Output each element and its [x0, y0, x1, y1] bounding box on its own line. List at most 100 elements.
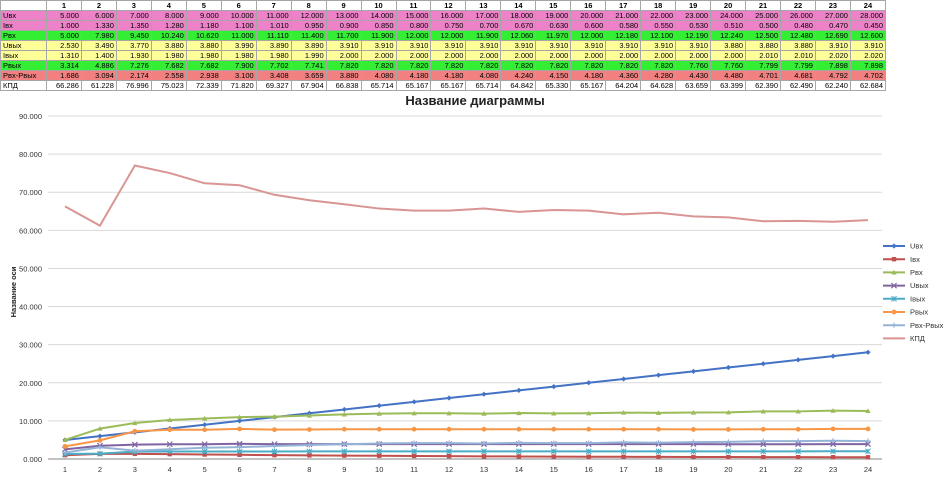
series-0-point	[97, 433, 103, 439]
table-cell: 12.000	[570, 30, 607, 41]
row-label: Pвых	[0, 60, 47, 71]
table-cell: 0.580	[605, 20, 642, 31]
series-6-point	[167, 446, 173, 452]
series-1-point	[342, 453, 347, 458]
table-cell: 21.000	[605, 10, 642, 21]
x-tick-label: 19	[689, 465, 697, 474]
table-cell: 7.820	[535, 60, 572, 71]
table-cell: 0.510	[710, 20, 747, 31]
table-cell: 1.686	[46, 70, 82, 81]
series-4-point	[830, 448, 837, 455]
y-tick-label: 20.000	[19, 379, 42, 388]
table-cell: 3.314	[46, 60, 82, 71]
x-tick-label: 18	[654, 465, 662, 474]
table-cell: 1.980	[220, 50, 257, 61]
table-cell: 0.750	[430, 20, 467, 31]
table-cell: 4.080	[360, 70, 397, 81]
series-2-point	[376, 411, 382, 416]
series-1-point	[377, 453, 382, 458]
table-cell: 7.682	[185, 60, 222, 71]
y-tick-label: 80.000	[19, 150, 42, 159]
x-tick-label: 4	[168, 465, 172, 474]
header-cell: 6	[220, 0, 257, 11]
series-0-point	[655, 372, 662, 378]
series-6-point	[411, 440, 417, 446]
table-cell: 7.702	[255, 60, 292, 71]
header-cell: 3	[115, 0, 152, 11]
series-6-point	[341, 441, 347, 447]
x-tick-label: 13	[480, 465, 488, 474]
header-corner-cell	[0, 0, 47, 11]
series-4-point	[725, 448, 732, 455]
table-cell: 2.938	[185, 70, 222, 81]
series-2-point	[481, 411, 487, 416]
table-cell: 3.910	[360, 40, 397, 51]
y-tick-label: 40.000	[19, 303, 42, 312]
series-6-point	[830, 438, 836, 444]
header-cell: 18	[640, 0, 677, 11]
table-cell: 11.900	[360, 30, 397, 41]
table-cell: 1.400	[80, 50, 117, 61]
table-cell: 3.880	[745, 40, 782, 51]
series-6-point	[621, 439, 627, 445]
table-cell: 12.690	[814, 30, 851, 41]
table-cell: 1.310	[46, 50, 82, 61]
table-cell: 12.180	[605, 30, 642, 41]
table-cell: 7.820	[325, 60, 362, 71]
series-3-point	[830, 441, 837, 448]
table-cell: 0.470	[814, 20, 851, 31]
series-6-point	[795, 438, 801, 444]
table-cell: 10.620	[185, 30, 222, 41]
series-0-point	[341, 406, 347, 413]
series-2-point	[516, 410, 522, 416]
table-cell: 0.480	[780, 20, 816, 31]
table-cell: 25.000	[745, 10, 782, 21]
table-cell: 12.000	[290, 10, 327, 21]
table-cell: 1.010	[255, 20, 292, 31]
x-tick-label: 9	[342, 465, 346, 474]
series-5-point	[306, 427, 312, 432]
table-row: КПД 66.286 61.228 76.996 75.023 72.339 71.820 6…	[0, 80, 887, 91]
series-6-line	[64, 439, 869, 454]
table-cell: 0.530	[675, 20, 712, 31]
row-label: Pвх-Pвых	[0, 70, 47, 81]
table-cell: 4.240	[500, 70, 537, 81]
table-cell: 12.500	[745, 30, 782, 41]
y-tick-label: 0.000	[23, 455, 42, 464]
table-row: Pвых 3.314 4.886 7.276 7.682 7.682 7.900 7.702 7…	[0, 60, 887, 71]
table-cell: 11.000	[255, 10, 292, 21]
y-tick-label: 50.000	[19, 264, 42, 273]
series-0-point	[725, 364, 731, 371]
header-cell: 24	[849, 0, 887, 11]
table-cell: 7.741	[290, 60, 327, 71]
table-cell: 2.530	[46, 40, 82, 51]
series-2-point	[411, 410, 417, 416]
table-cell: 4.681	[780, 70, 816, 81]
legend-marker	[891, 243, 897, 249]
header-cell: 16	[570, 0, 607, 11]
table-cell: 11.970	[535, 30, 572, 41]
series-4-point	[306, 448, 313, 455]
x-tick-label: 24	[864, 465, 872, 474]
x-tick-label: 2	[98, 465, 102, 474]
series-4-point	[550, 448, 557, 455]
table-cell: 7.000	[115, 10, 152, 21]
series-2-point	[271, 414, 278, 419]
series-4-point	[96, 450, 103, 457]
series-3-point	[760, 441, 767, 448]
series-5-point	[97, 437, 103, 443]
row-label: Uвых	[0, 40, 47, 51]
series-5-point	[830, 426, 836, 432]
y-tick-label: 60.000	[19, 226, 42, 235]
series-3-point	[131, 441, 138, 448]
series-4-point	[446, 448, 452, 455]
series-0-point	[446, 395, 452, 401]
series-2-point	[202, 415, 208, 421]
table-cell: 66.286	[46, 80, 82, 91]
table-cell: 0.800	[395, 20, 432, 31]
table-cell: 2.558	[150, 70, 187, 81]
table-cell: 12.240	[710, 30, 747, 41]
series-3-point	[864, 441, 872, 448]
legend-label: КПД	[910, 334, 925, 343]
table-cell: 19.000	[535, 10, 572, 21]
